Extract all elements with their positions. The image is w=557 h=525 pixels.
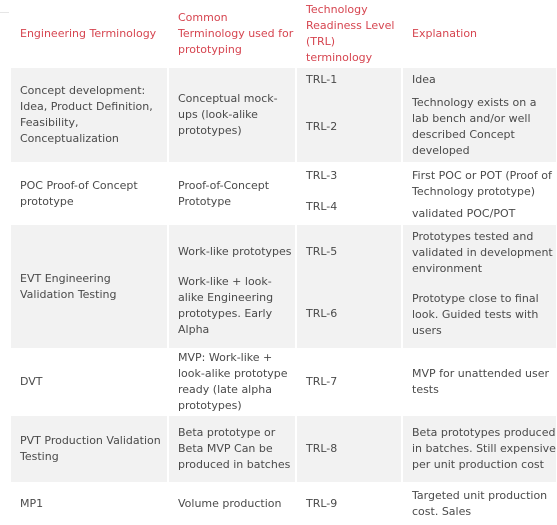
header-trl-terminology: Technology Readiness Level (TRL) termino… (295, 0, 403, 68)
cell-term: Concept development: Idea, Product Defin… (9, 66, 169, 164)
cell-term: POC Proof-of Concept prototype (9, 162, 169, 225)
trl-label: TRL-1 (306, 73, 338, 86)
cell-explanation: Targeted unit production cost. Sales (401, 482, 557, 525)
cell-explanation: Idea Technology exists on a lab bench an… (401, 66, 557, 164)
trl-label: TRL-6 (306, 307, 338, 320)
explanation-text: First POC or POT (Proof of Technology pr… (412, 169, 552, 198)
header-row: Engineering Terminology Common Terminolo… (9, 0, 557, 68)
explanation-text: Idea (412, 73, 436, 86)
explanation-text: validated POC/POT (412, 207, 516, 220)
header-common-terminology: Common Terminology used for prototyping (167, 0, 297, 68)
cell-trl: TRL-5 TRL-6 (295, 223, 403, 350)
explanation-text: Prototype close to final look. Guided te… (412, 292, 539, 337)
cell-term: EVT Engineering Validation Testing (9, 223, 169, 350)
cell-term: MP1 (9, 482, 169, 525)
cell-term: PVT Production Validation Testing (9, 414, 169, 484)
cell-trl: TRL-3 TRL-4 (295, 162, 403, 225)
trl-label: TRL-3 (306, 169, 338, 182)
proto-text: Work-like prototypes (178, 245, 292, 258)
cell-proto: Volume production (167, 482, 297, 525)
terminology-table: Engineering Terminology Common Terminolo… (9, 0, 557, 525)
cell-proto: Proof-of-Concept Prototype (167, 162, 297, 225)
header-engineering-terminology: Engineering Terminology (9, 0, 169, 68)
header-explanation: Explanation (401, 0, 557, 68)
table-row: MP1 Volume production TRL-9 Targeted uni… (9, 482, 557, 525)
cell-explanation: First POC or POT (Proof of Technology pr… (401, 162, 557, 225)
cell-explanation: Beta prototypes produced in batches. Sti… (401, 414, 557, 484)
table-row: POC Proof-of Concept prototype Proof-of-… (9, 162, 557, 225)
table-row: DVT MVP: Work-like + look-alike prototyp… (9, 348, 557, 416)
cell-proto: Work-like prototypes Work-like + look-al… (167, 223, 297, 350)
trl-label: TRL-5 (306, 245, 338, 258)
cell-term: DVT (9, 348, 169, 416)
cell-trl: TRL-9 (295, 482, 403, 525)
proto-text: Work-like + look-alike Engineering proto… (178, 275, 274, 336)
table-row: PVT Production Validation Testing Beta p… (9, 414, 557, 484)
cell-proto: Beta prototype or Beta MVP Can be produc… (167, 414, 297, 484)
cell-explanation: Prototypes tested and validated in devel… (401, 223, 557, 350)
table-row: EVT Engineering Validation Testing Work-… (9, 223, 557, 350)
trl-label: TRL-4 (306, 200, 338, 213)
table-row: Concept development: Idea, Product Defin… (9, 66, 557, 164)
cell-trl: TRL-1 TRL-2 (295, 66, 403, 164)
cell-proto: Conceptual mock-ups (look-alike prototyp… (167, 66, 297, 164)
explanation-text: Technology exists on a lab bench and/or … (412, 96, 537, 157)
cell-proto: MVP: Work-like + look-alike prototype re… (167, 348, 297, 416)
explanation-text: Prototypes tested and validated in devel… (412, 230, 553, 275)
cell-explanation: MVP for unattended user tests (401, 348, 557, 416)
trl-label: TRL-2 (306, 120, 338, 133)
cell-trl: TRL-8 (295, 414, 403, 484)
cell-trl: TRL-7 (295, 348, 403, 416)
